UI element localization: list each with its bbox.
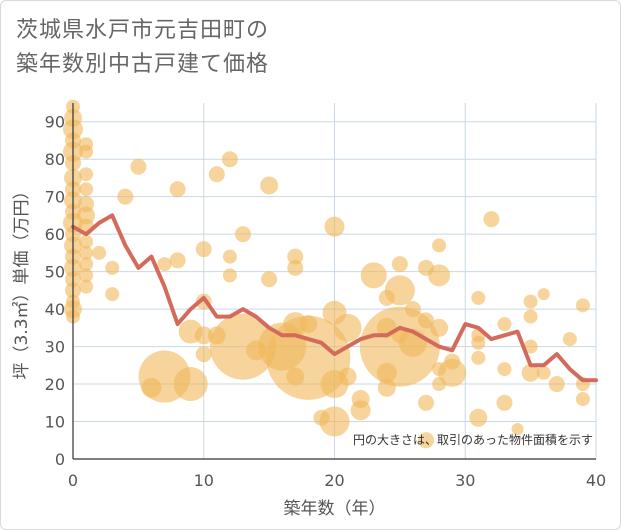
- data-bubble: [338, 367, 357, 386]
- data-bubble: [299, 315, 318, 334]
- data-bubble: [222, 268, 237, 283]
- y-tick-label: 20: [45, 375, 65, 394]
- data-bubble: [418, 432, 435, 449]
- x-tick-label: 40: [586, 471, 606, 490]
- data-bubble: [471, 350, 486, 365]
- tick-labels: 0 10 20 30 40 0 10 20 30 40 50 60 70 80 90: [45, 113, 607, 490]
- average-price-line: [71, 213, 598, 383]
- y-axis-title: 坪（3.3㎡）単価（万円）: [12, 182, 32, 379]
- data-bubble: [432, 238, 447, 253]
- data-bubble: [483, 211, 500, 228]
- data-bubble: [221, 151, 238, 168]
- data-bubble: [287, 248, 304, 265]
- title-line-2: 築年数別中古戸建て価格: [16, 52, 270, 77]
- data-bubble: [222, 249, 237, 264]
- data-bubble: [130, 158, 147, 175]
- data-bubble: [92, 245, 107, 260]
- data-bubble: [208, 166, 225, 183]
- data-bubble: [562, 332, 577, 347]
- data-bubble: [105, 287, 120, 302]
- data-bubble: [497, 317, 512, 332]
- data-bubble: [497, 362, 512, 377]
- x-axis-title: 築年数（年）: [284, 499, 386, 519]
- y-tick-label: 40: [45, 300, 65, 319]
- data-bubble: [79, 245, 94, 260]
- data-bubble: [117, 188, 134, 205]
- data-bubble: [169, 181, 186, 198]
- data-bubble: [438, 358, 467, 387]
- data-bubble: [319, 406, 350, 437]
- y-tick-label: 80: [45, 150, 65, 169]
- data-bubble: [523, 309, 538, 324]
- data-bubble: [79, 268, 94, 283]
- data-bubble: [287, 259, 304, 276]
- title-line-1: 茨城県水戸市元吉田町の: [16, 18, 270, 43]
- data-bubble: [575, 392, 590, 407]
- data-bubble: [195, 346, 212, 363]
- x-tick-label: 20: [324, 471, 344, 490]
- data-bubble: [169, 252, 186, 269]
- data-bubble: [575, 298, 590, 313]
- data-bubble: [105, 260, 120, 275]
- data-bubble: [384, 275, 415, 306]
- data-bubble: [469, 408, 488, 427]
- data-bubble: [79, 234, 94, 249]
- data-bubble: [79, 279, 94, 294]
- data-bubble: [430, 318, 449, 337]
- axes: [72, 103, 596, 460]
- data-bubble: [537, 288, 550, 301]
- data-bubble: [350, 400, 371, 421]
- data-bubble: [404, 301, 421, 318]
- data-bubble: [523, 339, 538, 354]
- y-tick-label: 0: [55, 450, 65, 469]
- data-bubble: [360, 262, 387, 289]
- y-tick-label: 50: [45, 263, 65, 282]
- data-bubble: [324, 216, 345, 237]
- y-tick-label: 30: [45, 338, 65, 357]
- data-bubble: [209, 313, 276, 380]
- data-bubble: [523, 294, 538, 309]
- x-tick-label: 0: [68, 471, 78, 490]
- data-bubble: [261, 271, 278, 288]
- data-bubble: [195, 241, 212, 258]
- data-bubble: [77, 206, 96, 225]
- chart-title: 茨城県水戸市元吉田町の 築年数別中古戸建て価格: [16, 14, 576, 82]
- data-bubble: [471, 335, 486, 350]
- y-tick-label: 10: [45, 413, 65, 432]
- y-tick-label: 60: [45, 225, 65, 244]
- data-bubble: [79, 182, 94, 197]
- data-bubble: [418, 394, 435, 411]
- data-bubble: [471, 290, 486, 305]
- data-bubble: [428, 264, 451, 287]
- data-bubble: [260, 176, 279, 195]
- average-line-layer: [71, 213, 598, 383]
- data-bubble: [194, 326, 213, 345]
- data-bubble: [418, 312, 435, 329]
- y-tick-label: 70: [45, 188, 65, 207]
- data-bubble: [511, 423, 524, 436]
- x-tick-label: 30: [455, 471, 475, 490]
- data-bubble: [79, 144, 94, 159]
- data-bubble: [496, 394, 513, 411]
- size-annotation: 円の大きさは、取引のあった物件面積を示す: [353, 432, 593, 447]
- data-bubble: [521, 363, 540, 382]
- x-tick-label: 10: [194, 471, 214, 490]
- data-bubble: [391, 256, 408, 273]
- data-bubble: [157, 257, 172, 272]
- data-bubble: [234, 226, 251, 243]
- data-bubble: [79, 257, 94, 272]
- data-bubble: [173, 367, 208, 402]
- y-tick-label: 90: [45, 113, 65, 132]
- data-bubble: [548, 376, 565, 393]
- data-bubble: [536, 365, 551, 380]
- data-bubble: [79, 167, 94, 182]
- data-bubble: [333, 313, 362, 342]
